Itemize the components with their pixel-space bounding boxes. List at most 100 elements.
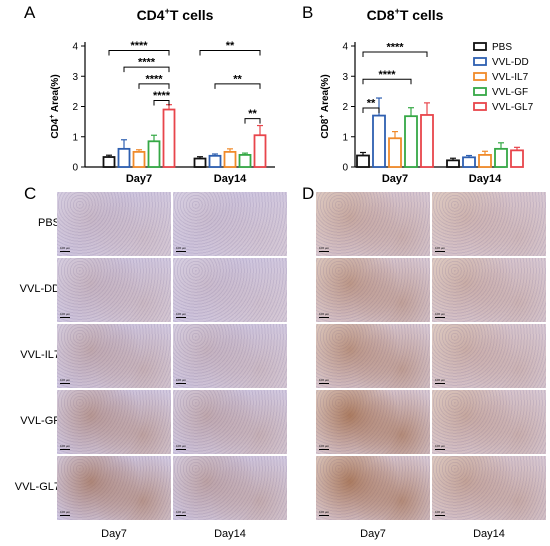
micrograph-tile: 100 μm — [432, 192, 546, 256]
legend-entry: VVL-GF — [492, 87, 528, 98]
panel-letter-b: B — [302, 3, 314, 22]
micrograph-tile: 100 μm — [57, 456, 171, 520]
scale-bar-label: 100 μm — [60, 444, 71, 448]
bar — [494, 147, 508, 168]
bar — [147, 140, 161, 168]
legend-swatch — [473, 57, 487, 66]
significance-bracket — [153, 99, 170, 106]
scale-bar — [176, 449, 186, 450]
scale-bar — [176, 515, 186, 516]
bar — [238, 153, 252, 168]
significance-bracket — [362, 107, 380, 114]
scale-bar — [319, 317, 329, 318]
legend-swatch — [473, 87, 487, 96]
scale-bar — [319, 251, 329, 252]
bar — [132, 150, 146, 168]
scale-bar-label: 100 μm — [319, 378, 330, 382]
scale-bar — [435, 515, 445, 516]
column-label: Day14 — [473, 528, 505, 540]
scale-bar-label: 100 μm — [60, 312, 71, 316]
scale-bar-label: 100 μm — [176, 246, 187, 250]
chart-title: CD4+T cells — [137, 6, 214, 23]
scale-bar — [60, 251, 70, 252]
significance-label: **** — [145, 73, 163, 85]
x-tick-label: Day14 — [214, 173, 247, 185]
scale-bar — [60, 383, 70, 384]
x-tick-label: Day14 — [469, 173, 502, 185]
panel-letter-d: D — [302, 184, 315, 203]
y-tick-label: 1 — [72, 132, 78, 143]
y-axis-label: CD4+ Area(%) — [49, 74, 61, 138]
scale-bar — [60, 515, 70, 516]
bar — [372, 114, 386, 168]
scale-bar — [319, 515, 329, 516]
scale-bar-label: 100 μm — [319, 444, 330, 448]
bar — [478, 153, 492, 168]
micrograph-tile: 100 μm — [57, 390, 171, 454]
scale-bar-label: 100 μm — [319, 312, 330, 316]
legend-swatch — [473, 72, 487, 81]
significance-label: **** — [130, 40, 148, 52]
x-tick-label: Day7 — [382, 173, 408, 185]
significance-bracket — [214, 83, 261, 89]
bar — [356, 154, 370, 168]
scale-bar-label: 100 μm — [435, 510, 446, 514]
legend-entry: PBS — [492, 42, 512, 53]
significance-bracket — [199, 50, 261, 56]
significance-label: **** — [386, 42, 404, 54]
y-tick-label: 3 — [72, 72, 78, 83]
y-tick-label: 0 — [72, 163, 78, 174]
significance-label: ** — [367, 98, 376, 110]
scale-bar — [60, 449, 70, 450]
scale-bar-label: 100 μm — [435, 444, 446, 448]
scale-bar-label: 100 μm — [176, 510, 187, 514]
y-axis-label: CD8+ Area(%) — [319, 74, 331, 138]
significance-label: ** — [248, 108, 257, 120]
scale-bar — [435, 317, 445, 318]
x-tick-label: Day7 — [126, 173, 152, 185]
micrograph-tile: 100 μm — [57, 258, 171, 322]
micrograph-tile: 100 μm — [432, 456, 546, 520]
bar — [253, 134, 267, 168]
significance-label: ** — [233, 73, 242, 85]
bar — [446, 159, 460, 168]
scale-bar — [176, 251, 186, 252]
legend-entry: VVL-DD — [492, 57, 529, 68]
micrograph-tile: 100 μm — [432, 324, 546, 388]
micrograph-tile: 100 μm — [316, 390, 430, 454]
significance-bracket — [362, 78, 412, 85]
row-label: VVL-IL7 — [20, 349, 60, 361]
significance-bracket — [138, 83, 170, 89]
column-label: Day14 — [214, 528, 246, 540]
scale-bar-label: 100 μm — [176, 444, 187, 448]
scale-bar-label: 100 μm — [435, 246, 446, 250]
y-tick-label: 3 — [342, 72, 348, 83]
y-tick-label: 1 — [342, 132, 348, 143]
micrograph-tile: 100 μm — [57, 192, 171, 256]
row-label: VVL-GL7 — [14, 481, 60, 493]
bar — [102, 156, 116, 168]
scale-bar — [435, 449, 445, 450]
bar — [117, 147, 131, 168]
legend-swatch — [473, 102, 487, 111]
micrograph-tile: 100 μm — [173, 258, 287, 322]
scale-bar-label: 100 μm — [60, 510, 71, 514]
scale-bar — [60, 317, 70, 318]
scale-bar-label: 100 μm — [435, 378, 446, 382]
bar — [162, 108, 176, 168]
micrograph-tile: 100 μm — [316, 192, 430, 256]
scale-bar-label: 100 μm — [176, 378, 187, 382]
significance-bracket — [362, 51, 428, 58]
scale-bar — [435, 251, 445, 252]
scale-bar-label: 100 μm — [60, 246, 71, 250]
scale-bar — [176, 383, 186, 384]
micrograph-tile: 100 μm — [432, 258, 546, 322]
bar — [404, 115, 418, 168]
chart-title: CD8+T cells — [367, 6, 444, 23]
scale-bar — [319, 383, 329, 384]
scale-bar-label: 100 μm — [176, 312, 187, 316]
significance-bracket — [108, 50, 170, 56]
micrograph-tile: 100 μm — [173, 192, 287, 256]
scale-bar-label: 100 μm — [435, 312, 446, 316]
